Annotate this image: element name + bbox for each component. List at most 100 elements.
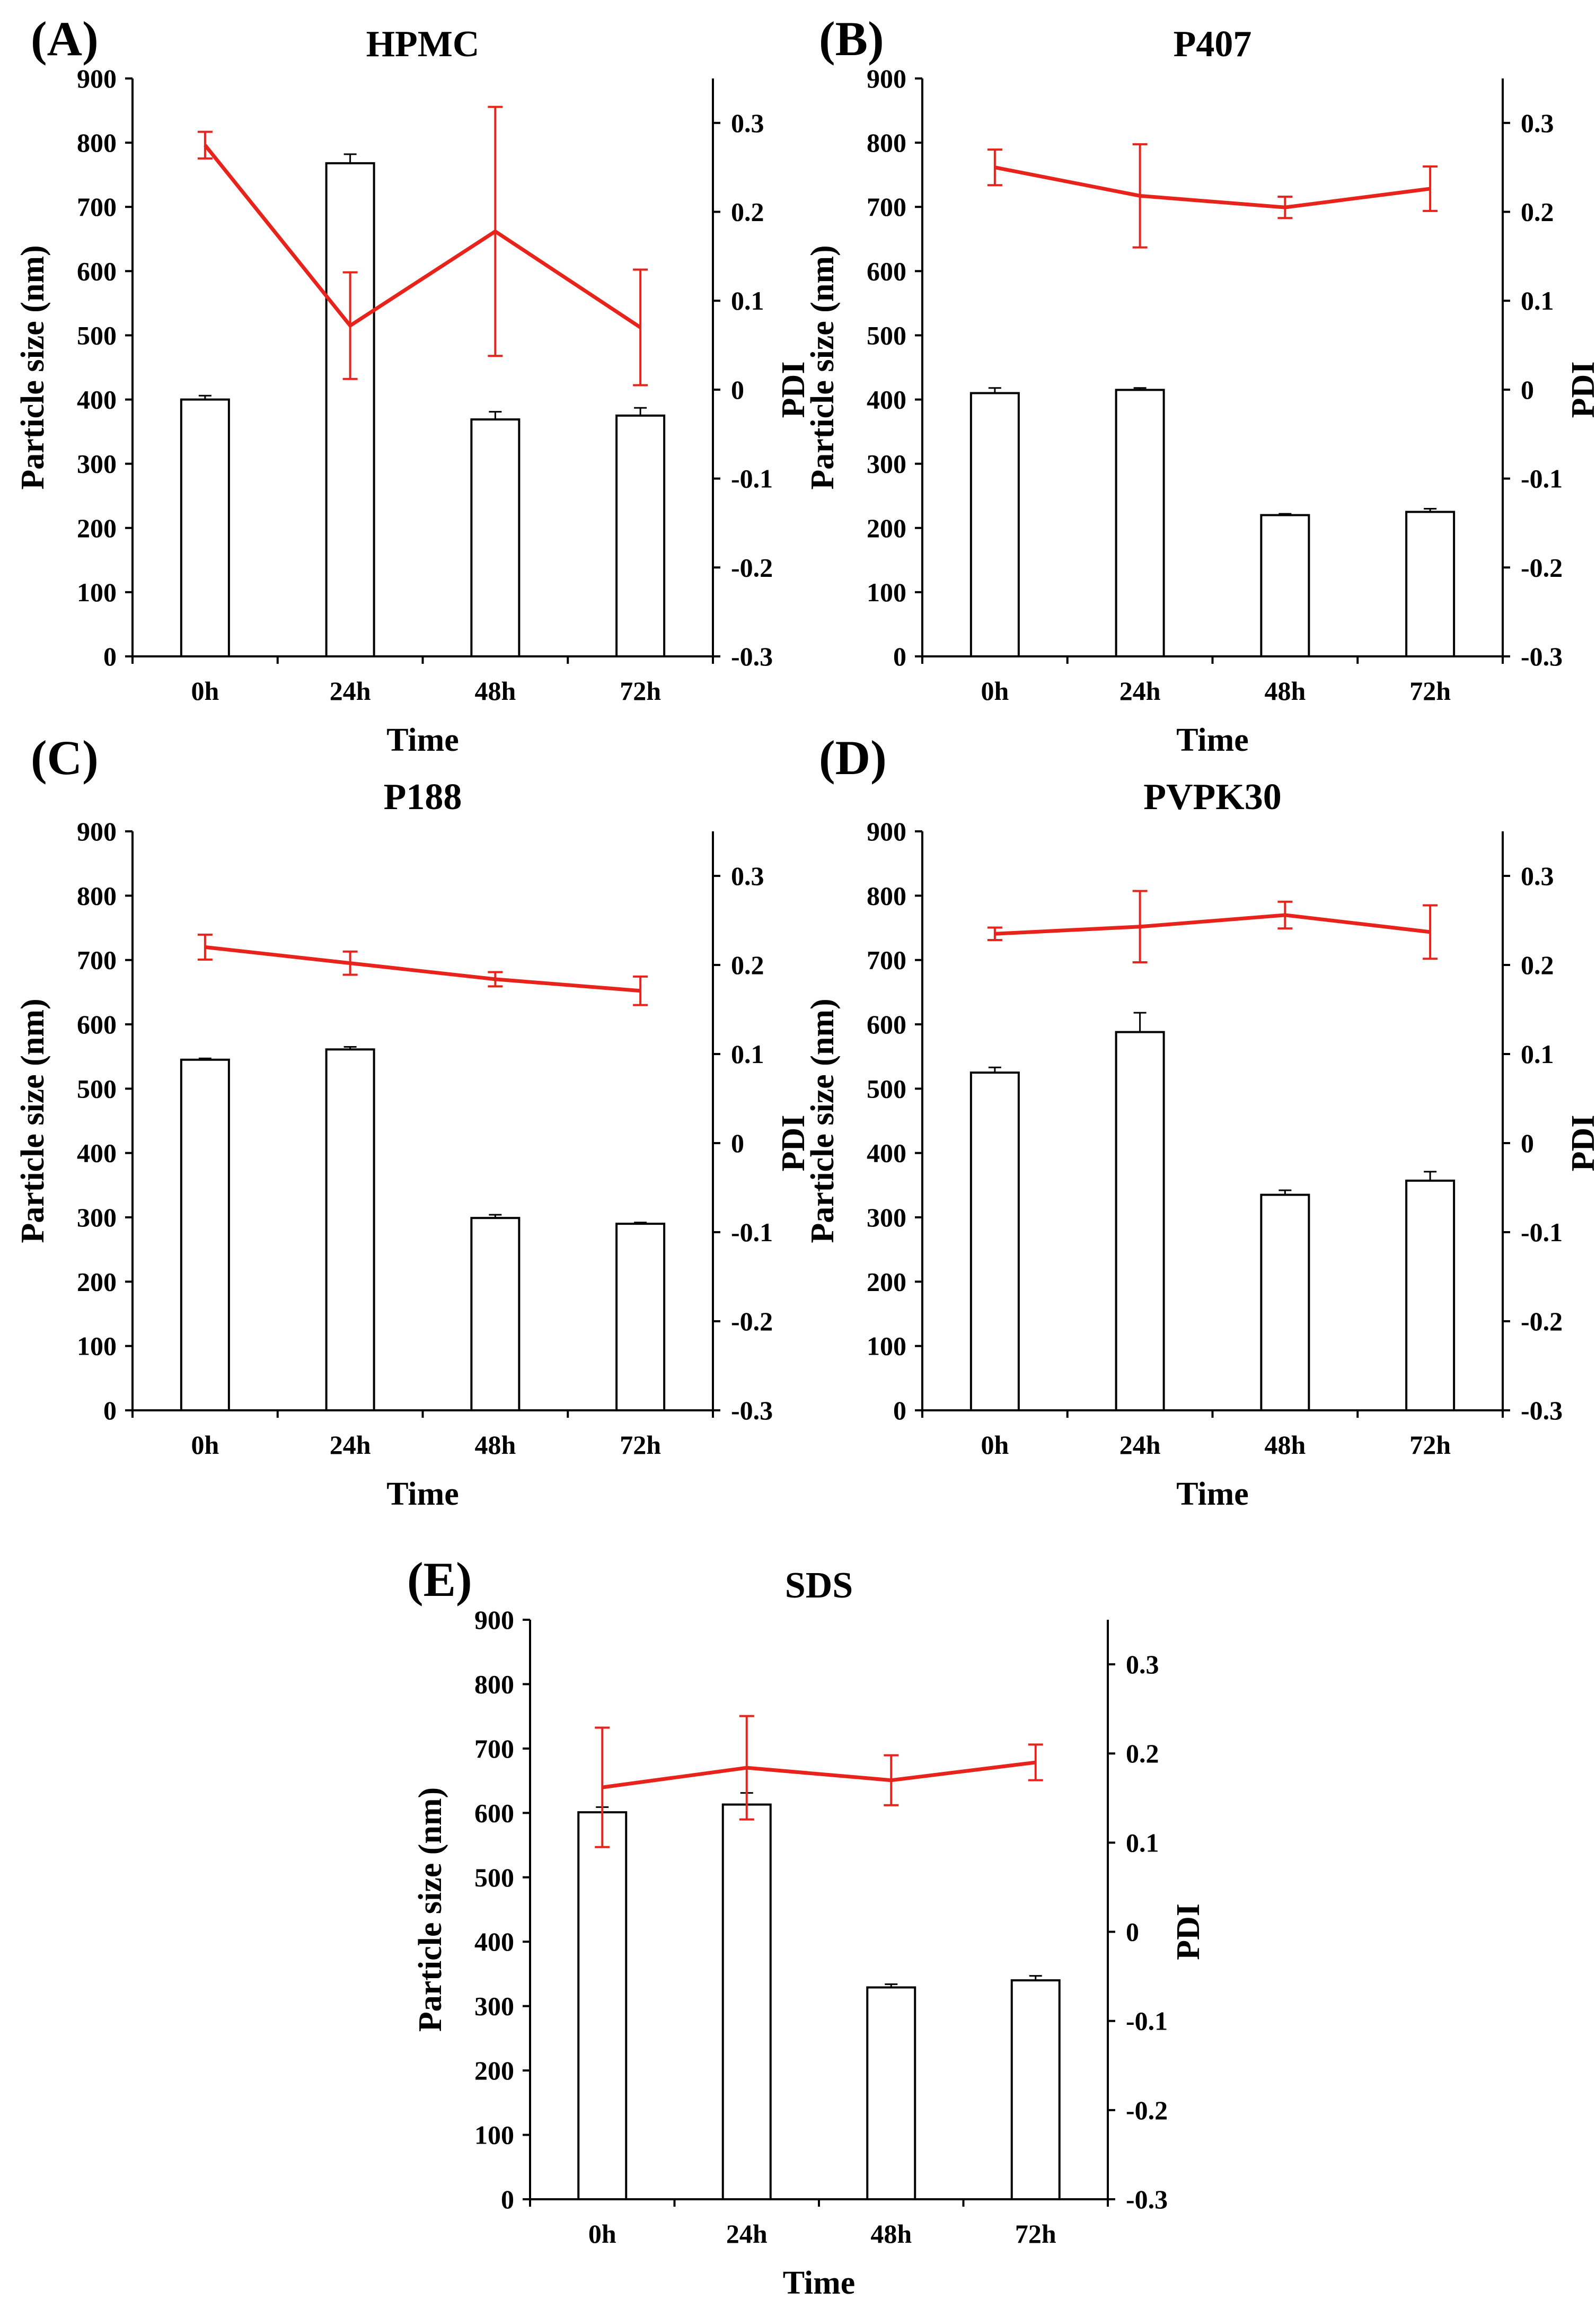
left-tick-label: 500 bbox=[77, 320, 117, 350]
x-tick-label: 0h bbox=[981, 676, 1009, 706]
left-tick-label: 300 bbox=[77, 449, 117, 479]
y-axis-label: Particle size (nm) bbox=[805, 998, 841, 1243]
x-tick-label: 72h bbox=[620, 1430, 661, 1460]
right-tick-label: -0.2 bbox=[731, 552, 773, 582]
chart-title: P188 bbox=[384, 777, 462, 818]
y2-axis-label: PDI bbox=[1565, 362, 1596, 418]
left-tick-label: 200 bbox=[867, 513, 906, 543]
right-tick-label: -0.3 bbox=[731, 642, 773, 671]
x-tick-label: 0h bbox=[981, 1430, 1009, 1460]
left-tick-label: 100 bbox=[77, 577, 117, 607]
left-tick-label: 900 bbox=[867, 817, 906, 846]
chart-title: PVPK30 bbox=[1143, 777, 1282, 818]
left-tick-label: 700 bbox=[867, 192, 906, 222]
left-tick-label: 500 bbox=[77, 1074, 117, 1103]
y2-axis-label: PDI bbox=[775, 1115, 812, 1172]
right-tick-label: 0.2 bbox=[731, 950, 764, 980]
chart-panel-4: (D) PVPK30 0 100 200 300 400 500 600 700 800 900 -0.… bbox=[805, 731, 1596, 1512]
left-tick-label: 800 bbox=[77, 881, 117, 910]
chart-panel-3: (C) P188 0 100 200 300 400 500 600 700 800 900 -0.3 -… bbox=[15, 731, 812, 1512]
right-tick-label: 0.1 bbox=[1521, 1039, 1554, 1069]
right-tick-label: 0.1 bbox=[731, 286, 764, 315]
left-tick-label: 900 bbox=[867, 64, 906, 93]
right-tick-label: -0.1 bbox=[1521, 1217, 1563, 1247]
right-tick-label: 0.2 bbox=[1521, 950, 1554, 980]
left-tick-label: 700 bbox=[77, 945, 117, 975]
left-tick-label: 100 bbox=[867, 1331, 906, 1361]
x-tick-label: 48h bbox=[870, 2219, 912, 2249]
right-tick-label: -0.1 bbox=[1126, 2006, 1168, 2036]
left-tick-label: 600 bbox=[77, 256, 117, 286]
chart-panel-1: (A) HPMC 0 100 200 300 400 500 600 700 800 900 -0.3 -… bbox=[15, 12, 812, 758]
bar-0h bbox=[180, 398, 230, 657]
y-axis-label: Particle size (nm) bbox=[15, 998, 51, 1243]
panel-label: (C) bbox=[31, 731, 99, 785]
right-tick-label: 0.3 bbox=[1521, 108, 1554, 138]
left-tick-label: 400 bbox=[77, 385, 117, 415]
left-tick-label: 300 bbox=[867, 449, 906, 479]
pdi-line bbox=[994, 165, 1431, 209]
left-tick-label: 900 bbox=[77, 64, 117, 93]
y-axis-label: Particle size (nm) bbox=[412, 1787, 448, 2032]
x-tick-label: 72h bbox=[620, 676, 661, 706]
left-tick-label: 600 bbox=[867, 1009, 906, 1039]
chart-panel-5: (E) SDS 0 100 200 300 400 500 600 700 800 900 -0.3 -0… bbox=[407, 1552, 1206, 2300]
x-tick-label: 48h bbox=[474, 1430, 516, 1460]
left-tick-label: 300 bbox=[77, 1202, 117, 1232]
x-tick-label: 24h bbox=[330, 1430, 371, 1460]
x-tick-label: 48h bbox=[474, 676, 516, 706]
y2-axis-label: PDI bbox=[1565, 1115, 1596, 1172]
pdi-line bbox=[205, 945, 641, 993]
panel-label: (B) bbox=[819, 12, 884, 66]
bar-48h bbox=[1260, 1193, 1310, 1412]
x-tick-label: 48h bbox=[1264, 676, 1306, 706]
right-tick-label: -0.1 bbox=[731, 464, 773, 494]
chart-title: HPMC bbox=[366, 24, 480, 65]
bar-0h bbox=[180, 1058, 230, 1411]
right-tick-label: -0.1 bbox=[731, 1217, 773, 1247]
left-tick-label: 0 bbox=[103, 1395, 117, 1425]
bar-24h bbox=[325, 1048, 375, 1411]
right-tick-label: -0.2 bbox=[1126, 2095, 1168, 2125]
left-tick-label: 700 bbox=[867, 945, 906, 975]
right-tick-label: -0.1 bbox=[1521, 464, 1563, 494]
x-tick-label: 72h bbox=[1409, 1430, 1451, 1460]
left-tick-label: 900 bbox=[474, 1605, 514, 1635]
bar-72h bbox=[1405, 1179, 1456, 1412]
x-axis-label: Time bbox=[1176, 722, 1249, 758]
left-tick-label: 400 bbox=[77, 1138, 117, 1168]
x-tick-label: 72h bbox=[1409, 676, 1451, 706]
right-tick-label: -0.3 bbox=[731, 1395, 773, 1425]
panel-label: (D) bbox=[819, 731, 887, 785]
left-tick-label: 800 bbox=[77, 128, 117, 157]
x-tick-label: 24h bbox=[1119, 676, 1161, 706]
chart-title: SDS bbox=[785, 1565, 853, 1606]
right-tick-label: 0.2 bbox=[731, 197, 764, 227]
right-tick-label: 0 bbox=[1521, 375, 1534, 405]
x-axis-label: Time bbox=[386, 1476, 459, 1512]
left-tick-label: 700 bbox=[474, 1734, 514, 1763]
left-tick-label: 200 bbox=[867, 1267, 906, 1296]
left-tick-label: 200 bbox=[77, 513, 117, 543]
right-tick-label: 0.2 bbox=[1521, 197, 1554, 227]
right-tick-label: 0.3 bbox=[731, 861, 764, 891]
right-tick-label: -0.3 bbox=[1126, 2184, 1168, 2214]
left-tick-label: 200 bbox=[77, 1267, 117, 1296]
bar-24h bbox=[325, 162, 375, 658]
right-tick-label: -0.2 bbox=[1521, 1306, 1563, 1336]
right-tick-label: 0 bbox=[1521, 1128, 1534, 1158]
bar-48h bbox=[470, 1217, 521, 1412]
x-tick-label: 0h bbox=[191, 1430, 219, 1460]
pdi-line bbox=[602, 1760, 1036, 1789]
left-tick-label: 900 bbox=[77, 817, 117, 846]
bar-24h bbox=[721, 1803, 772, 2201]
left-tick-label: 100 bbox=[867, 577, 906, 607]
x-axis-label: Time bbox=[386, 722, 459, 758]
bar-24h bbox=[1115, 389, 1165, 658]
left-tick-label: 0 bbox=[501, 2184, 514, 2214]
right-tick-label: 0.1 bbox=[1521, 286, 1554, 315]
left-tick-label: 0 bbox=[893, 642, 906, 671]
left-tick-label: 800 bbox=[867, 128, 906, 157]
left-tick-label: 100 bbox=[474, 2120, 514, 2150]
